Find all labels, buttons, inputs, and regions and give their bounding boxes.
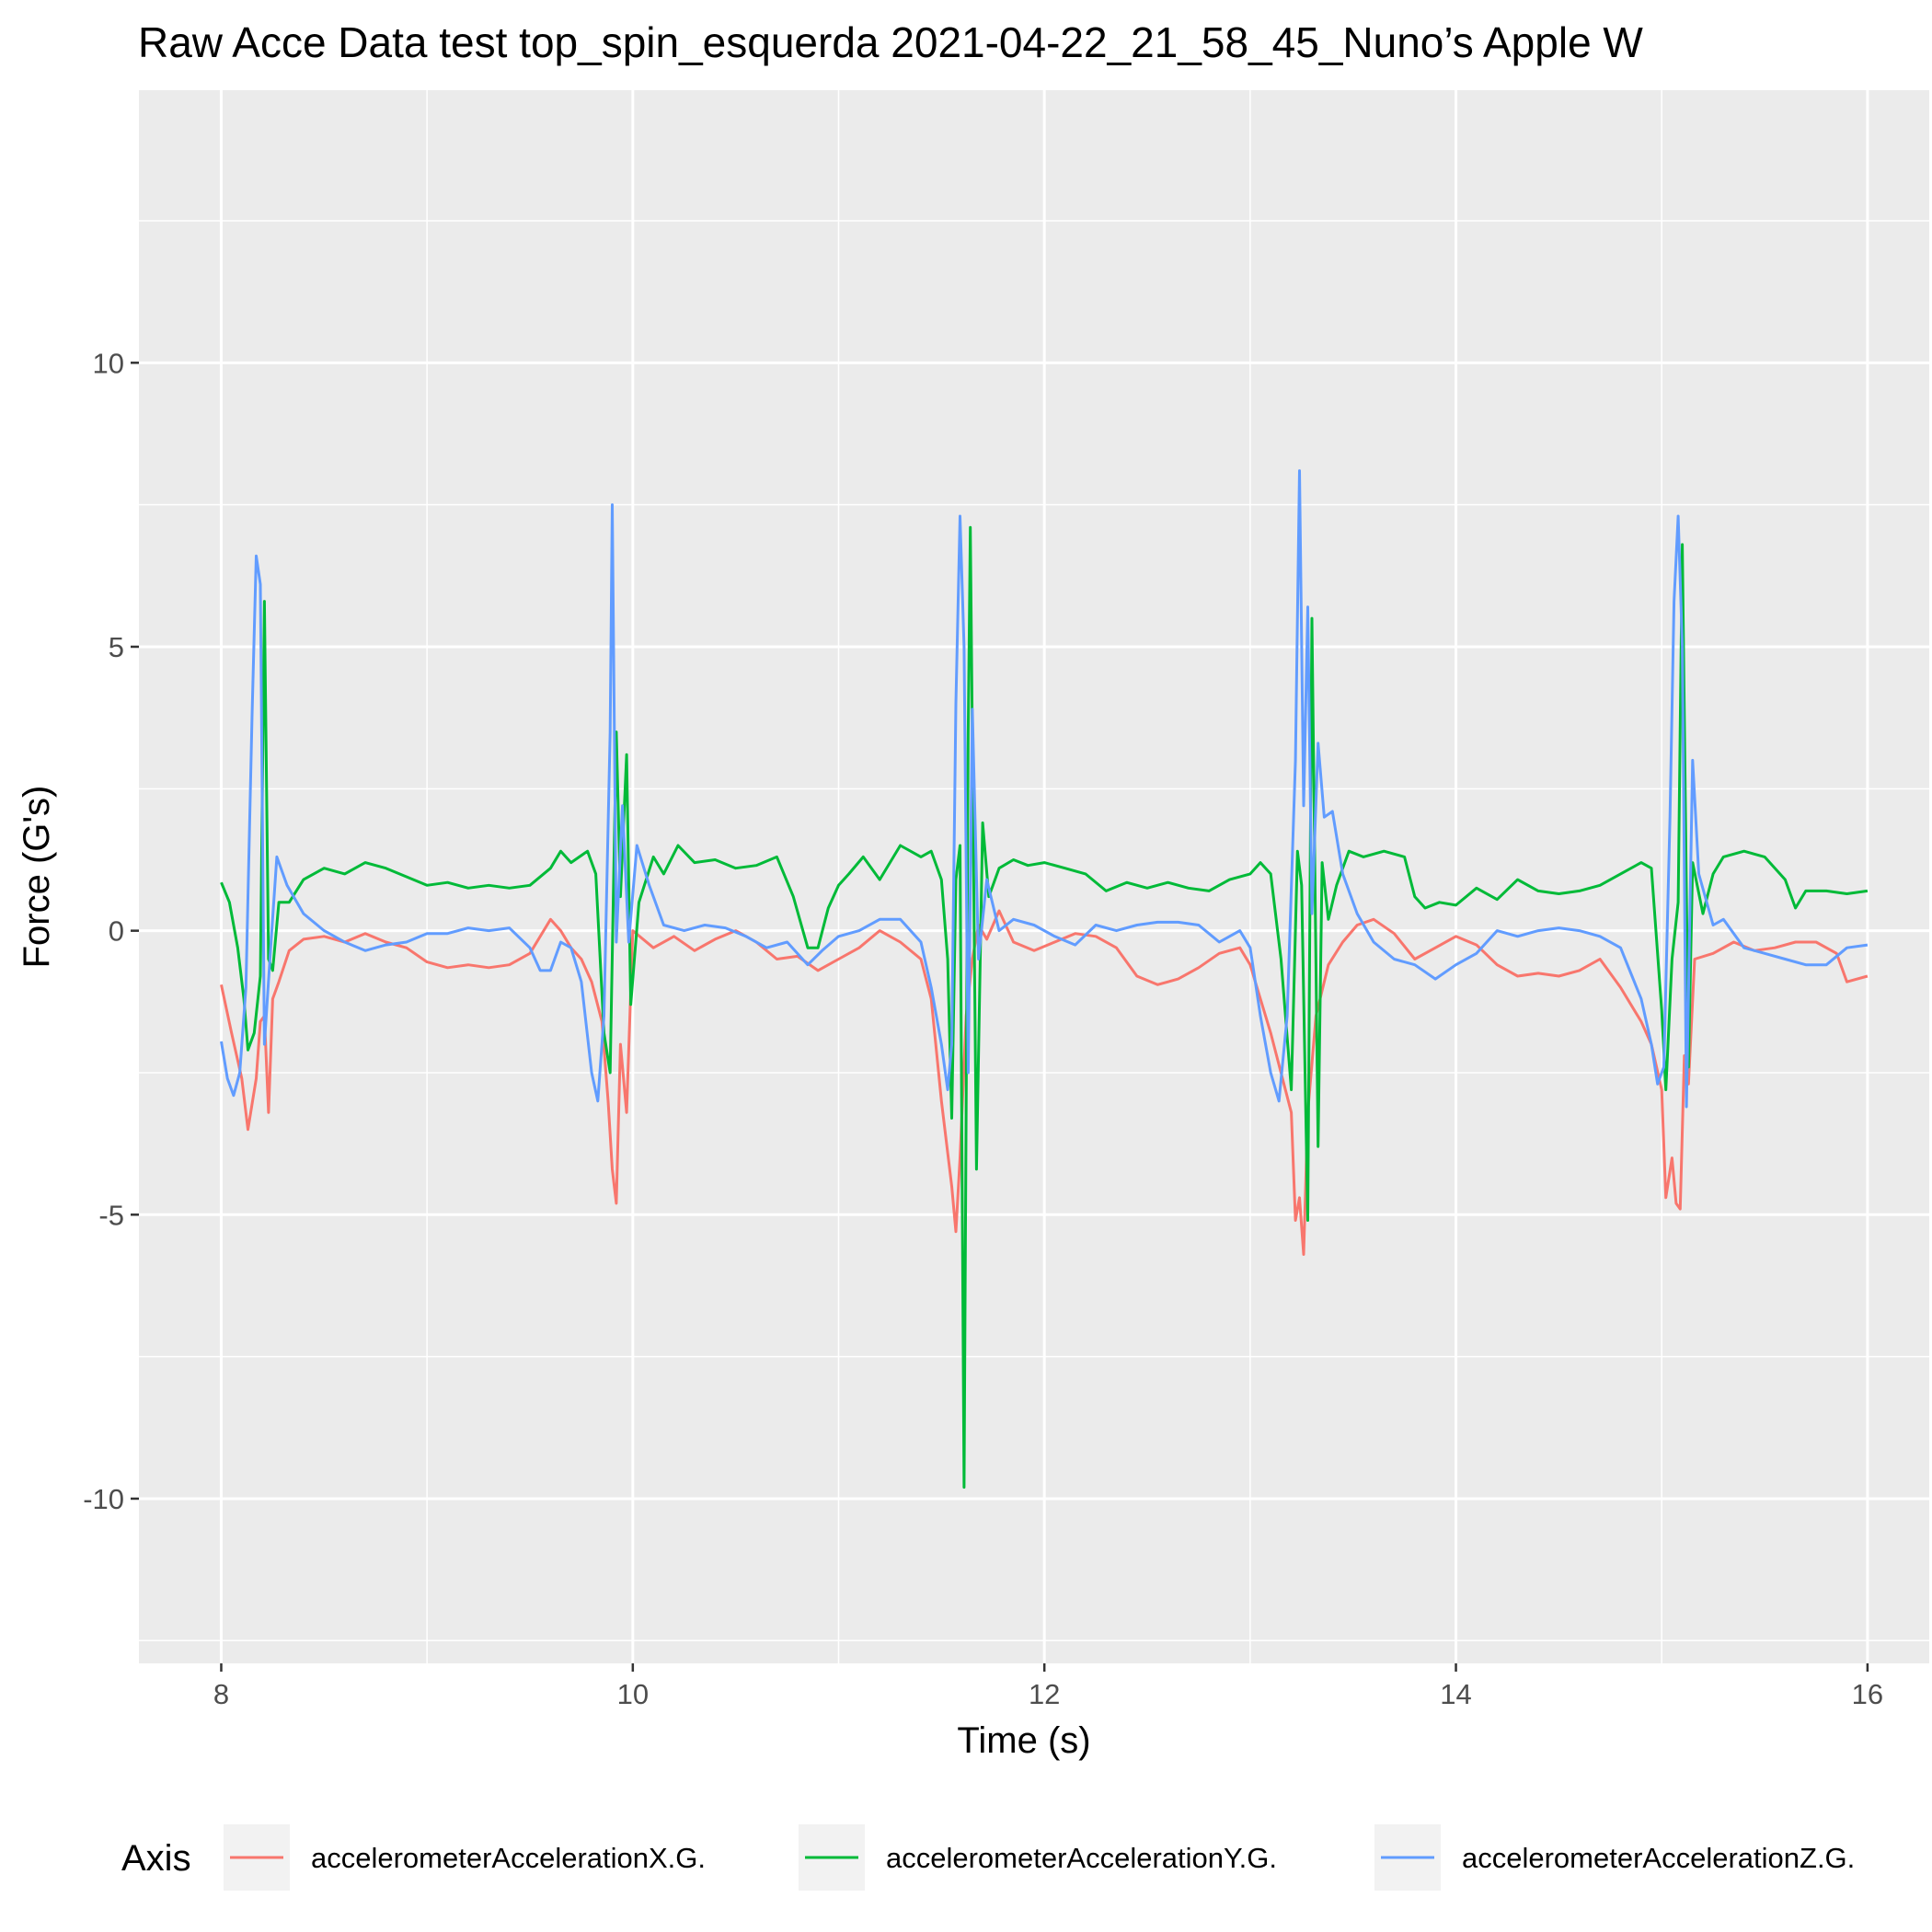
x-tick-label: 8	[213, 1678, 229, 1710]
y-tick-label: -5	[98, 1199, 124, 1231]
series-line-3	[220, 469, 1869, 1109]
legend-label: accelerometerAccelerationX.G.	[311, 1842, 706, 1874]
x-tick-label: 14	[1440, 1678, 1471, 1710]
x-tick-label: 10	[617, 1678, 649, 1710]
major-gridlines	[139, 90, 1929, 1663]
legend-label: accelerometerAccelerationY.G.	[886, 1842, 1277, 1874]
y-axis-title: Force (G's)	[17, 786, 57, 969]
legend-item-1: accelerometerAccelerationX.G.	[224, 1824, 706, 1891]
legend-title: Axis	[121, 1838, 191, 1879]
y-tick-label: 5	[109, 631, 124, 663]
y-tick-label: 0	[109, 915, 124, 948]
series-line-1	[220, 909, 1869, 1256]
chart-title: Raw Acce Data test top_spin_esquerda 202…	[138, 18, 1643, 66]
plot-panel	[139, 90, 1929, 1663]
axis-ticks: 8 10 12 14 16 -10 -5 0 5 10	[83, 347, 1883, 1710]
legend-item-2: accelerometerAccelerationY.G.	[799, 1824, 1277, 1891]
x-tick-label: 12	[1029, 1678, 1060, 1710]
series-layer	[220, 469, 1869, 1489]
y-tick-label: -10	[83, 1483, 124, 1515]
x-tick-label: 16	[1852, 1678, 1883, 1710]
x-axis-title: Time (s)	[957, 1720, 1090, 1761]
y-tick-label: 10	[93, 347, 124, 379]
legend-label: accelerometerAccelerationZ.G.	[1462, 1842, 1855, 1874]
legend: Axis accelerometerAccelerationX.G. accele…	[121, 1824, 1855, 1891]
legend-item-3: accelerometerAccelerationZ.G.	[1374, 1824, 1855, 1891]
series-line-2	[220, 525, 1869, 1489]
minor-gridlines	[139, 90, 1929, 1663]
